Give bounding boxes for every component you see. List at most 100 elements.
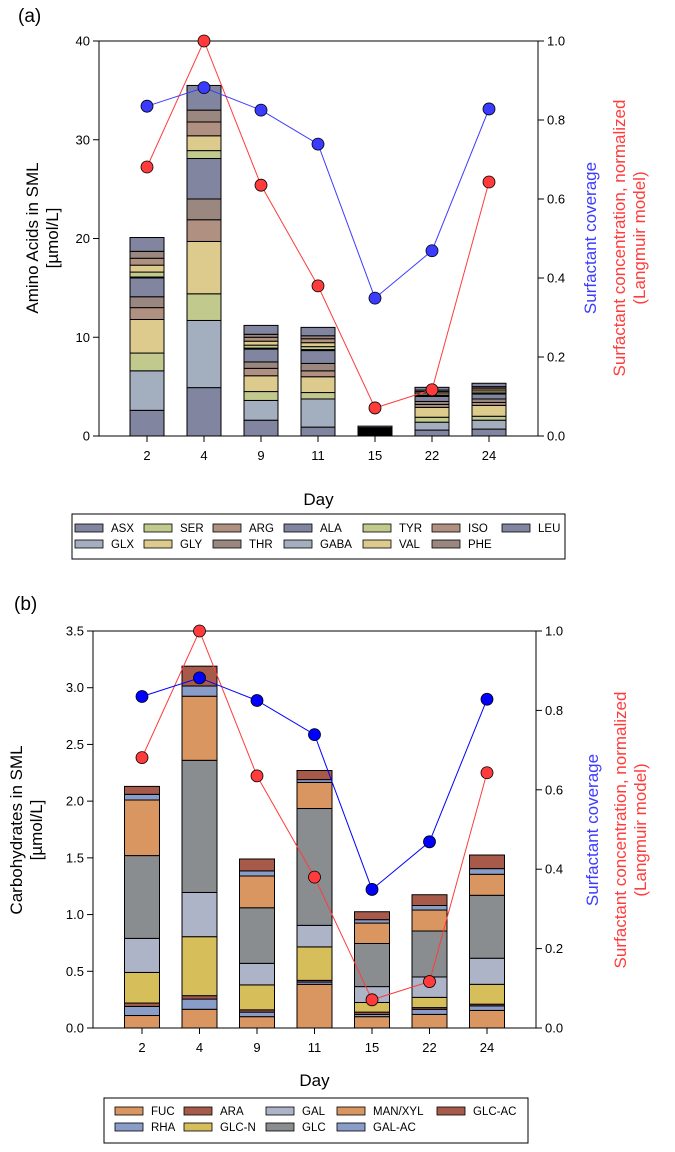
bar-stack-day-11 bbox=[300, 326, 336, 437]
x-axis-title: Day bbox=[299, 1071, 330, 1090]
x-tick-label: 24 bbox=[482, 448, 496, 463]
bar-segment-gal-ac bbox=[124, 793, 160, 801]
marker-coverage bbox=[425, 244, 439, 258]
bar-segment-ala bbox=[471, 393, 507, 400]
bar-segment-arg bbox=[243, 367, 279, 377]
y2-tick-label: 1.0 bbox=[545, 624, 563, 639]
x-tick-label: 15 bbox=[368, 448, 382, 463]
bar-segment-iso bbox=[129, 257, 165, 266]
marker-coverage bbox=[365, 883, 379, 896]
legend-label: GLY bbox=[180, 539, 202, 551]
bar-segment-glc-ac bbox=[354, 911, 390, 921]
bar-segment-ala bbox=[243, 348, 279, 363]
bar-segment-glc bbox=[124, 855, 160, 939]
legend-label: GABA bbox=[320, 539, 352, 551]
x-tick-label: 4 bbox=[200, 448, 207, 463]
bar-segment-gal bbox=[124, 937, 160, 973]
legend-swatch bbox=[143, 523, 173, 533]
bar-segment-asx bbox=[129, 409, 165, 437]
legend-box bbox=[71, 513, 566, 560]
legend-swatch bbox=[114, 1122, 144, 1132]
bar-segment-tyr bbox=[186, 150, 222, 160]
bar-segment-man-xyl bbox=[411, 909, 448, 932]
bar-segment-rha bbox=[239, 1011, 275, 1018]
bar-segment-gly bbox=[300, 376, 336, 394]
bar-segment-glc bbox=[181, 759, 218, 893]
bar-segment-man-xyl bbox=[469, 873, 505, 896]
bar-segment-glc-n bbox=[124, 971, 160, 1004]
legend-swatch bbox=[362, 523, 392, 533]
legend-label: GLC-AC bbox=[473, 1106, 516, 1118]
bar-segment-asx bbox=[243, 419, 279, 437]
legend-label: LEU bbox=[538, 523, 560, 535]
legend-swatch bbox=[362, 539, 392, 549]
bar-segment-leu bbox=[129, 237, 165, 252]
bar-segment-man-xyl bbox=[239, 875, 275, 909]
bar-segment-glx bbox=[471, 419, 507, 430]
bar-segment-fuc bbox=[181, 1008, 218, 1029]
marker-coverage bbox=[480, 692, 494, 706]
y-axis-title-line: Carbohydrates in SML bbox=[7, 745, 26, 914]
legend-label: PHE bbox=[468, 539, 492, 551]
bar-segment-fuc bbox=[469, 1009, 505, 1029]
marker-concentration bbox=[308, 870, 321, 884]
bar-segment-fuc bbox=[296, 983, 333, 1029]
bar-segment-gly bbox=[471, 404, 507, 417]
bar-stack-day-9 bbox=[243, 324, 279, 437]
marker-concentration bbox=[140, 160, 154, 174]
legend-swatch bbox=[212, 523, 242, 533]
bar-segment-glx bbox=[300, 398, 336, 428]
bar-segment-tyr bbox=[129, 271, 165, 278]
bar-segment-ser bbox=[186, 293, 222, 321]
legend-label: GAL bbox=[302, 1106, 326, 1118]
legend-label: TYR bbox=[399, 523, 422, 535]
bar-segment-arg bbox=[300, 370, 336, 378]
bar-segment-fuc bbox=[124, 1015, 160, 1029]
marker-concentration bbox=[423, 975, 436, 988]
marker-concentration bbox=[480, 766, 494, 780]
x-tick-label: 11 bbox=[308, 1040, 322, 1055]
bar-stack-day-11 bbox=[296, 770, 333, 1029]
bar-segment-glx bbox=[243, 399, 279, 421]
y2-tick-label: 0.6 bbox=[547, 192, 565, 207]
bar-segment-iso bbox=[300, 338, 336, 344]
y2-tick-label: 1.0 bbox=[547, 34, 565, 49]
marker-concentration bbox=[425, 383, 439, 397]
legend-label: GLC-N bbox=[220, 1122, 256, 1134]
bar-segment-glx bbox=[186, 319, 222, 389]
legend-label: MAN/XYL bbox=[373, 1106, 424, 1118]
bar-segment-ser bbox=[243, 391, 279, 401]
legend-swatch bbox=[431, 523, 461, 533]
bar-segment-thr bbox=[243, 361, 279, 369]
bar-stack-day-22 bbox=[411, 894, 448, 1029]
bar-segment-glx bbox=[129, 370, 165, 411]
y-tick-label: 40 bbox=[76, 34, 90, 49]
bar-segment-ala bbox=[300, 350, 336, 364]
legend-swatch bbox=[283, 539, 313, 549]
legend-label: GLX bbox=[111, 539, 134, 551]
y-tick-label: 0.5 bbox=[66, 964, 84, 979]
legend-label: RHA bbox=[151, 1122, 176, 1134]
legend-swatch bbox=[265, 1106, 295, 1116]
legend-swatch bbox=[74, 539, 104, 549]
legend-swatch bbox=[436, 1106, 466, 1116]
bar-stack-day-2 bbox=[129, 237, 165, 437]
marker-concentration bbox=[197, 34, 211, 48]
y2-tick-label: 0.2 bbox=[545, 941, 563, 956]
y-axis-title-line: Amino Acids in SML bbox=[23, 162, 42, 313]
legend-swatch bbox=[501, 523, 531, 533]
y-axis-title-line: [µmol/L] bbox=[43, 208, 62, 269]
y-tick-label: 3.0 bbox=[66, 680, 84, 695]
bar-segment-gly bbox=[243, 375, 279, 393]
bar-segment-rha bbox=[181, 998, 218, 1010]
y-tick-label: 2.0 bbox=[66, 794, 84, 809]
bar-stack-day-24 bbox=[469, 854, 505, 1029]
y-tick-label: 20 bbox=[76, 231, 90, 246]
y2-axis-title-line: Surfactant concentration, normalized bbox=[611, 692, 630, 969]
y-tick-label: 0 bbox=[83, 429, 90, 444]
y-tick-label: 2.5 bbox=[66, 737, 84, 752]
legend-label: THR bbox=[249, 539, 273, 551]
marker-coverage bbox=[311, 137, 325, 151]
bar-segment-glc bbox=[469, 894, 505, 959]
bar-segment-glc-ac bbox=[296, 770, 333, 781]
